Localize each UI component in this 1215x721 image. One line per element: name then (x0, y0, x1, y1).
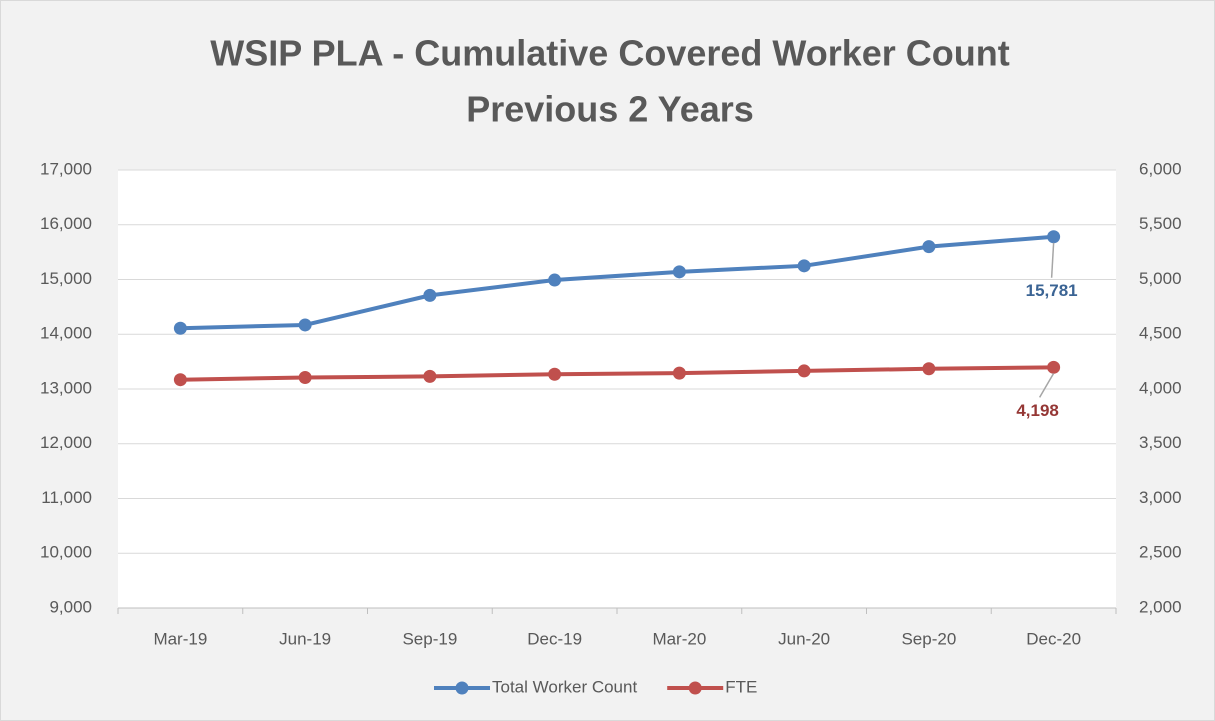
y-tick-label: 10,000 (40, 543, 92, 562)
x-tick-label: Sep-19 (402, 629, 457, 648)
data-label: 4,198 (1016, 401, 1059, 420)
data-point (797, 364, 811, 378)
y2-tick-label: 2,000 (1139, 597, 1182, 616)
data-point (1047, 230, 1061, 244)
y-tick-label: 14,000 (40, 324, 92, 343)
data-point (672, 366, 686, 380)
chart-title: WSIP PLA - Cumulative Covered Worker Cou… (210, 33, 1009, 74)
data-point (797, 259, 811, 273)
y-tick-label: 16,000 (40, 214, 92, 233)
data-point (298, 371, 312, 385)
legend-label: Total Worker Count (492, 677, 637, 696)
legend-marker (455, 681, 469, 695)
legend-label: FTE (725, 677, 757, 696)
y2-tick-label: 4,000 (1139, 378, 1182, 397)
data-point (672, 265, 686, 279)
x-tick-label: Jun-19 (279, 629, 331, 648)
y2-tick-label: 3,000 (1139, 488, 1182, 507)
x-tick-label: Mar-19 (153, 629, 207, 648)
x-tick-label: Dec-20 (1026, 629, 1081, 648)
data-point (173, 373, 187, 387)
data-label: 15,781 (1026, 281, 1078, 300)
y2-tick-label: 3,500 (1139, 433, 1182, 452)
y-tick-label: 11,000 (41, 488, 92, 507)
x-tick-label: Dec-19 (527, 629, 582, 648)
data-point (423, 288, 437, 302)
x-tick-label: Jun-20 (778, 629, 830, 648)
data-point (423, 369, 437, 383)
y2-tick-label: 6,000 (1139, 159, 1182, 178)
data-point (173, 321, 187, 335)
y2-tick-label: 5,500 (1139, 214, 1182, 233)
chart-title: Previous 2 Years (466, 89, 754, 130)
x-tick-label: Mar-20 (652, 629, 706, 648)
y-tick-label: 17,000 (40, 159, 92, 178)
leader-line (1050, 242, 1055, 278)
y-tick-label: 13,000 (40, 378, 92, 397)
series-line (180, 234, 1054, 331)
y-tick-label: 15,000 (40, 269, 92, 288)
data-point (1047, 360, 1061, 374)
series-line (180, 365, 1054, 382)
data-point (548, 367, 562, 381)
y-tick-label: 9,000 (49, 597, 92, 616)
x-tick-label: Sep-20 (901, 629, 956, 648)
data-point (922, 240, 936, 254)
y2-tick-label: 5,000 (1139, 269, 1182, 288)
data-point (298, 318, 312, 332)
y-tick-label: 12,000 (40, 433, 92, 452)
data-point (922, 362, 936, 376)
y2-tick-label: 2,500 (1139, 543, 1182, 562)
legend-marker (688, 681, 702, 695)
data-point (548, 273, 562, 287)
leader-line (1038, 372, 1055, 398)
y2-tick-label: 4,500 (1139, 324, 1182, 343)
